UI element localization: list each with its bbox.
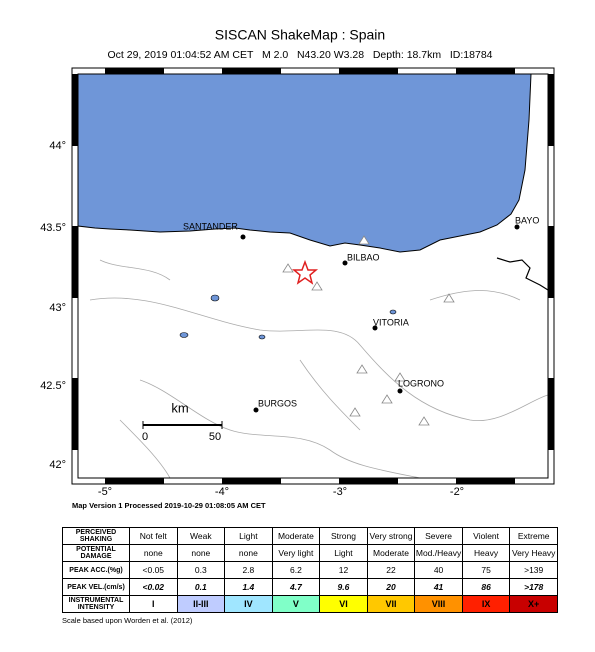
city-label: BAYO [515, 215, 539, 225]
cell: Weak [176, 527, 226, 545]
lat-label: 43.5° [40, 222, 66, 234]
cell: Very light [271, 544, 321, 562]
cell: none [224, 544, 273, 562]
lon-label: -2° [450, 486, 464, 498]
cell: none [176, 544, 226, 562]
cell: Heavy [461, 544, 511, 562]
scale-unit: km [171, 400, 188, 415]
epicenter [291, 259, 319, 285]
cell: none [129, 544, 178, 562]
stations [282, 235, 455, 426]
cell: Extreme [509, 527, 558, 545]
cell: 0.1 [176, 578, 226, 596]
lon-label: -5° [98, 486, 112, 498]
footer: Map Version 1 Processed 2019-10-29 01:08… [72, 501, 266, 510]
cell: Severe [414, 527, 463, 545]
city-dot [240, 234, 246, 240]
cell: 75 [461, 561, 511, 579]
frame-ticks [72, 68, 554, 484]
cell: >178 [509, 578, 558, 596]
title: SISCAN ShakeMap : Spain [215, 27, 385, 43]
city-dot [253, 407, 259, 413]
cell: Very Heavy [509, 544, 558, 562]
cell: 40 [414, 561, 463, 579]
cell: 2.8 [224, 561, 273, 579]
cell: 0.3 [176, 561, 226, 579]
cell: 20 [366, 578, 416, 596]
cell: <0.05 [129, 561, 178, 579]
cell: X+ [509, 595, 558, 613]
lat-label: 42° [49, 459, 66, 471]
row-header: INSTRUMENTAL INTENSITY [62, 595, 130, 613]
cell: 12 [319, 561, 368, 579]
cell: II-III [176, 595, 226, 613]
cell: >139 [509, 561, 558, 579]
scale-end: 50 [209, 431, 221, 443]
lon-label: -3° [333, 486, 347, 498]
row-header: PEAK VEL.(cm/s) [62, 578, 130, 596]
lat-label: 43° [49, 302, 66, 314]
cell: 1.4 [224, 578, 273, 596]
legend-row: PERCEIVED SHAKING Not felt Weak Light Modera… [62, 527, 558, 545]
scale-bar [142, 421, 223, 429]
lon-label: -4° [215, 486, 229, 498]
city-dot [514, 224, 520, 230]
intensity-legend: PERCEIVED SHAKING Not felt Weak Light Modera… [62, 527, 558, 613]
cell: Light [319, 544, 368, 562]
cell: VI [319, 595, 368, 613]
city-label: SANTANDER [183, 221, 238, 231]
cell: Violent [461, 527, 511, 545]
cell: Moderate [366, 544, 416, 562]
row-header: PEAK ACC.(%g) [62, 561, 130, 579]
map-figure: SISCAN ShakeMap : Spain Oct 29, 2019 01:… [40, 27, 555, 510]
cell: Mod./Heavy [414, 544, 463, 562]
cell: 22 [366, 561, 416, 579]
lat-label: 42.5° [40, 380, 66, 392]
note: Scale based upon Worden et al. (2012) [62, 616, 193, 625]
scale-start: 0 [142, 431, 148, 443]
legend-row: PEAK ACC.(%g) <0.05 0.3 2.8 6.2 12 22 40 75 >139 [62, 561, 558, 579]
legend-row: PEAK VEL.(cm/s) <0.02 0.1 1.4 4.7 9.6 20 41 86 >1… [62, 578, 558, 596]
city-label: BILBAO [347, 252, 380, 262]
subtitle: Oct 29, 2019 01:04:52 AM CET M 2.0 N43.2… [107, 49, 492, 61]
cell: 4.7 [271, 578, 321, 596]
legend-row: INSTRUMENTAL INTENSITY I II-III IV V VI VII VII… [62, 595, 558, 613]
cell: I [129, 595, 178, 613]
cell: IV [224, 595, 273, 613]
cell: <0.02 [129, 578, 178, 596]
city-label: BURGOS [258, 398, 297, 408]
lakes [179, 294, 397, 340]
city-dot [372, 325, 378, 331]
cell: Light [224, 527, 273, 545]
cell: 41 [414, 578, 463, 596]
legend-row: POTENTIAL DAMAGE none none none Very light Li… [62, 544, 558, 562]
map [71, 67, 555, 485]
cell: Moderate [271, 527, 321, 545]
cell: VII [366, 595, 416, 613]
city-dot [397, 388, 403, 394]
cell: VIII [414, 595, 463, 613]
cell: 86 [461, 578, 511, 596]
cell: 6.2 [271, 561, 321, 579]
cell: Very strong [366, 527, 416, 545]
cell: IX [461, 595, 511, 613]
cell: 9.6 [319, 578, 368, 596]
lat-label: 44° [49, 140, 66, 152]
city-label: VITORIA [373, 317, 409, 327]
row-header: PERCEIVED SHAKING [62, 527, 130, 545]
cell: Not felt [129, 527, 178, 545]
sea [77, 73, 532, 253]
cell: V [271, 595, 321, 613]
cell: Strong [319, 527, 368, 545]
border [496, 257, 549, 291]
row-header: POTENTIAL DAMAGE [62, 544, 130, 562]
city-label: LOGRONO [398, 378, 444, 388]
city-dot [342, 260, 348, 266]
rivers [89, 259, 549, 479]
